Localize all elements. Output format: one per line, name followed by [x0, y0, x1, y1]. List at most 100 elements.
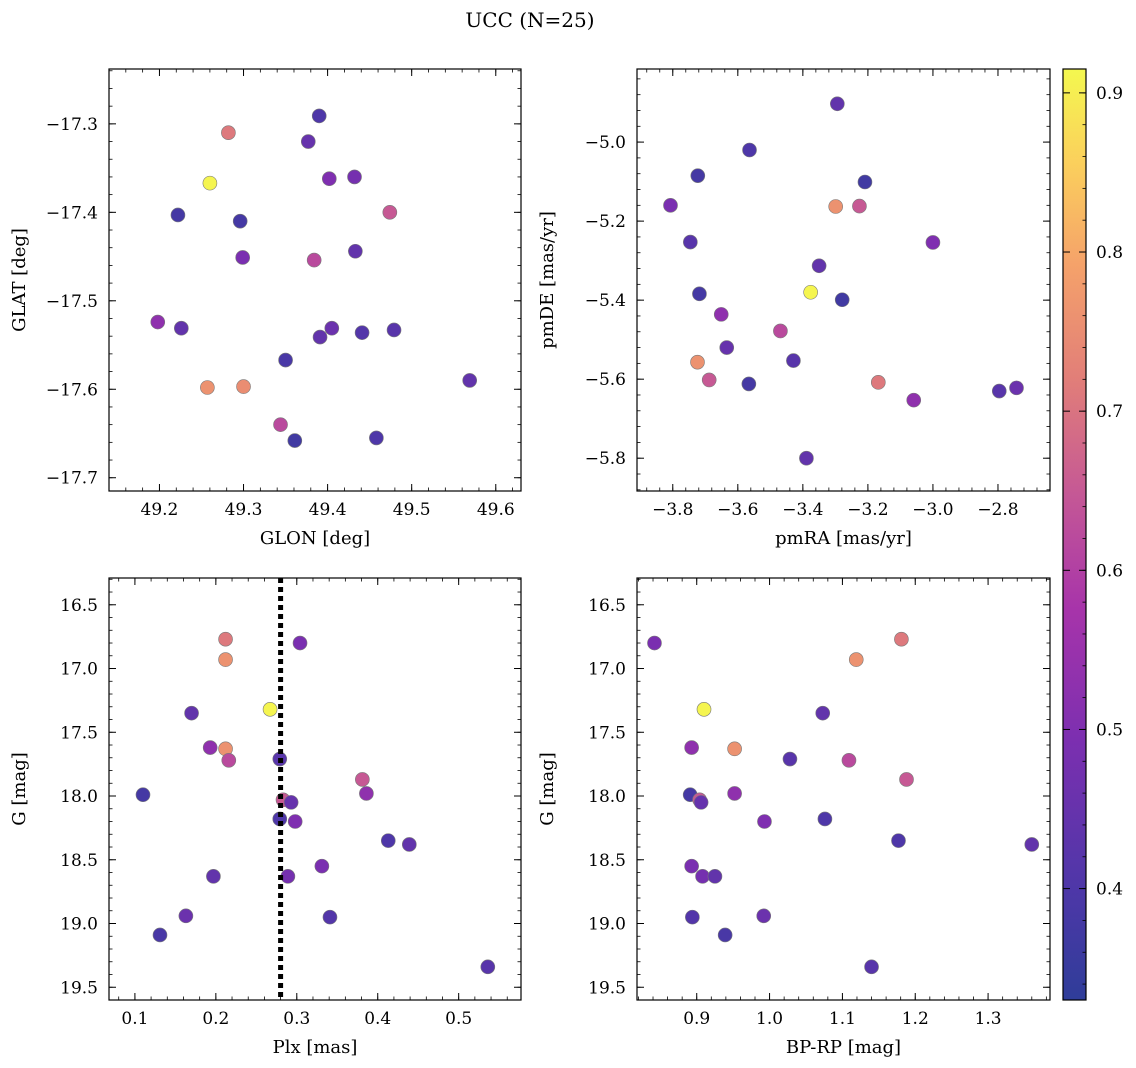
axes-frame [636, 68, 1051, 492]
data-point [292, 635, 308, 651]
y-tick-label: 17.5 [588, 723, 626, 743]
x-tick-label: 0.2 [202, 1009, 229, 1029]
data-point [202, 175, 218, 191]
data-point [815, 705, 831, 721]
y-tick-label: −5.6 [585, 370, 626, 390]
data-point [1009, 380, 1024, 396]
data-point [727, 741, 742, 757]
data-point [899, 772, 914, 787]
x-tick-label: 0.5 [445, 1009, 472, 1029]
panel-bprp_g: 0.9 1.0 1.1 1.2 1.3 16.5 17.0 17.5 18.0 18.5 19.0 1… [537, 577, 1051, 1058]
data-point [314, 858, 330, 874]
y-tick-label: −5.0 [585, 133, 626, 153]
data-point [174, 320, 189, 336]
data-point [287, 433, 303, 448]
data-point [852, 198, 867, 214]
data-point [321, 171, 337, 187]
data-point [178, 908, 194, 924]
data-point [717, 927, 733, 943]
data-point [894, 631, 909, 647]
x-tick-label: 49.6 [477, 500, 515, 520]
y-tick-label: 18.0 [60, 787, 98, 807]
colorbar-gradient [1062, 68, 1087, 1001]
data-point [324, 320, 340, 336]
data-point [693, 795, 709, 810]
data-point [283, 795, 299, 810]
data-point [218, 652, 233, 667]
y-tick-label: −17.4 [46, 203, 98, 223]
y-tick-label: 17.0 [588, 660, 626, 680]
data-point [773, 323, 788, 339]
y-tick-label: 18.0 [588, 787, 626, 807]
data-point [690, 168, 706, 183]
x-tick-label: 49.4 [309, 500, 347, 520]
data-point [727, 786, 742, 801]
data-point [803, 284, 818, 300]
x-axis-label: BP-RP [mag] [786, 1037, 901, 1058]
data-point [273, 417, 288, 432]
y-tick-label: −5.4 [585, 291, 626, 311]
data-point [184, 705, 199, 721]
y-tick-label: 19.0 [60, 915, 98, 935]
data-point [864, 959, 879, 975]
data-point [236, 379, 251, 394]
data-point [221, 753, 237, 768]
y-tick-label: −17.3 [46, 115, 98, 135]
data-point [707, 869, 723, 884]
data-point [690, 354, 705, 370]
axes-frame [108, 68, 522, 492]
x-tick-label: 49.3 [225, 500, 263, 520]
data-point [684, 740, 699, 755]
data-point [857, 174, 873, 190]
data-point [232, 213, 248, 229]
y-tick-label: −17.7 [46, 469, 98, 489]
y-tick-label: −17.5 [46, 292, 98, 312]
x-tick-label: 0.4 [364, 1009, 391, 1029]
y-tick-label: −17.6 [46, 380, 98, 400]
y-axis-label: G [mag] [537, 752, 558, 825]
data-point [347, 169, 362, 185]
colorbar: 0.4 0.5 0.6 0.7 0.8 0.9 [1062, 68, 1123, 1001]
data-point [312, 329, 328, 345]
data-point [311, 108, 327, 124]
data-point [152, 927, 168, 943]
data-point [741, 376, 757, 392]
data-point [817, 811, 833, 827]
y-tick-label: 19.5 [60, 978, 98, 998]
data-point [834, 292, 850, 308]
colorbar-tick-label: 0.7 [1096, 402, 1123, 422]
data-point [202, 740, 218, 755]
data-point [369, 430, 384, 446]
data-point [870, 375, 886, 390]
data-point [663, 198, 678, 213]
x-tick-label: 0.9 [683, 1009, 710, 1029]
data-point [828, 199, 843, 214]
data-point [401, 837, 417, 852]
data-point [306, 252, 322, 268]
data-point [322, 909, 338, 925]
x-tick-label: −3.4 [782, 500, 823, 520]
data-point [695, 869, 710, 884]
y-axis-label: pmDE [mas/yr] [537, 211, 558, 349]
data-point [906, 392, 922, 408]
y-tick-label: 19.0 [588, 915, 626, 935]
y-tick-label: 16.5 [588, 596, 626, 616]
x-tick-label: 1.3 [975, 1009, 1002, 1029]
x-tick-label: 0.3 [283, 1009, 310, 1029]
data-point [170, 207, 186, 223]
x-tick-label: −3.2 [847, 500, 888, 520]
colorbar-tick-label: 0.4 [1096, 880, 1123, 900]
data-point [200, 380, 215, 395]
data-point [206, 869, 221, 884]
data-point [782, 751, 798, 767]
axes-frame [108, 577, 522, 1001]
data-point [719, 340, 735, 355]
x-tick-label: 1.0 [756, 1009, 783, 1029]
data-point [696, 702, 712, 717]
data-point [355, 772, 370, 787]
x-tick-label: −3.8 [652, 500, 693, 520]
panel-plx_g: 0.1 0.2 0.3 0.4 0.5 16.5 17.0 17.5 18.0 18.5 19.0 1… [9, 577, 522, 1058]
data-point [701, 372, 717, 388]
data-point [756, 908, 772, 924]
data-point [841, 753, 857, 768]
